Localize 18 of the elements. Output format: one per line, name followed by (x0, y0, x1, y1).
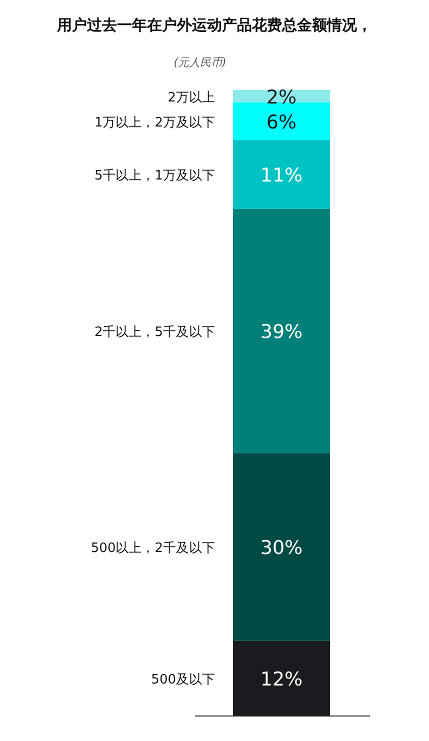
chart-subtitle: (元人民币) (174, 56, 226, 69)
data-label: 12% (260, 668, 303, 690)
series-label: 500及以下 (151, 672, 215, 688)
chart-title: 用户过去一年在户外运动产品花费总金额情况， (56, 16, 372, 34)
data-label: 39% (260, 321, 303, 344)
bar (233, 102, 330, 140)
bar (233, 453, 330, 641)
bar (233, 208, 330, 454)
data-label: 2% (266, 86, 297, 108)
series-label: 5千以上，1万及以下 (94, 168, 215, 184)
series-label: 1万以上，2万及以下 (94, 115, 215, 130)
series-label: 500以上，2千及以下 (90, 540, 215, 556)
data-label: 6% (266, 111, 297, 134)
bar (233, 140, 330, 209)
series-label: 2万以上 (168, 90, 215, 106)
data-label: 30% (260, 536, 303, 559)
series-label: 2千以上，5千及以下 (94, 325, 215, 340)
data-label: 11% (260, 164, 303, 187)
